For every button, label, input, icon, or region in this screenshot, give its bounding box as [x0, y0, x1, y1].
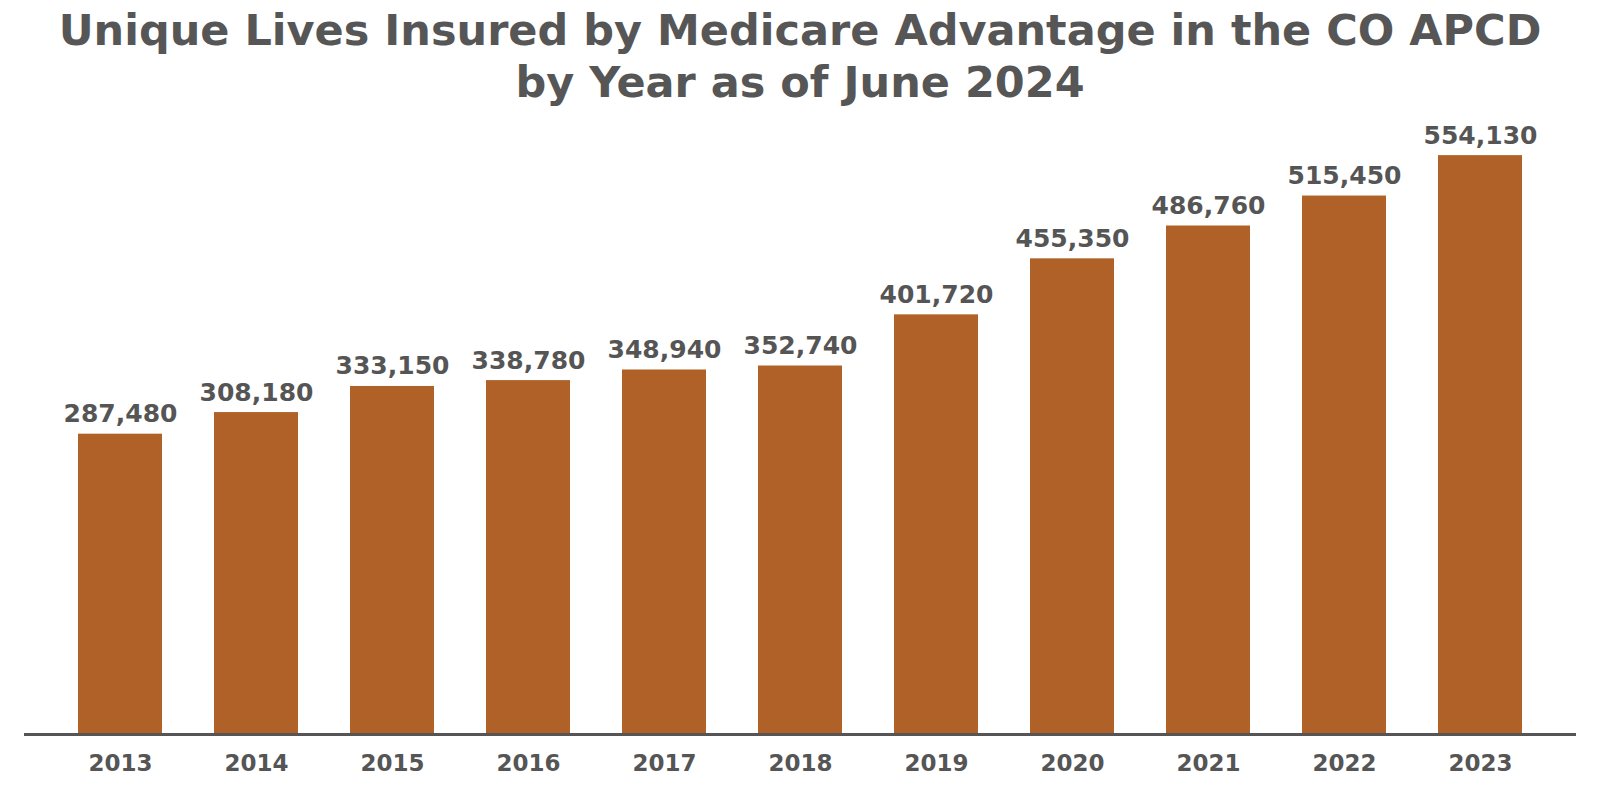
svg-text:554,130: 554,130	[1424, 121, 1538, 150]
svg-text:2013: 2013	[88, 750, 152, 776]
svg-text:455,350: 455,350	[1016, 224, 1130, 253]
svg-text:333,150: 333,150	[336, 351, 450, 380]
svg-text:515,450: 515,450	[1288, 161, 1402, 190]
svg-text:2020: 2020	[1040, 750, 1104, 776]
svg-text:2019: 2019	[904, 750, 968, 776]
svg-text:2014: 2014	[224, 750, 288, 776]
svg-text:338,780: 338,780	[472, 346, 586, 375]
svg-text:2015: 2015	[360, 750, 424, 776]
svg-text:2018: 2018	[768, 750, 832, 776]
svg-text:2016: 2016	[496, 750, 560, 776]
svg-text:401,720: 401,720	[880, 280, 994, 309]
svg-text:2023: 2023	[1448, 750, 1512, 776]
svg-text:348,940: 348,940	[608, 335, 722, 364]
html-text:Unique Lives Insured by Medica: Unique Lives Insured by Medicare Advanta…	[58, 5, 1542, 108]
svg-text:308,180: 308,180	[200, 377, 314, 406]
svg-text:2022: 2022	[1312, 750, 1376, 776]
svg-text:287,480: 287,480	[64, 399, 178, 428]
svg-text:486,760: 486,760	[1152, 191, 1266, 220]
svg-text:2021: 2021	[1176, 750, 1240, 776]
svg-text:2017: 2017	[632, 750, 696, 776]
svg-text:352,740: 352,740	[744, 331, 858, 360]
